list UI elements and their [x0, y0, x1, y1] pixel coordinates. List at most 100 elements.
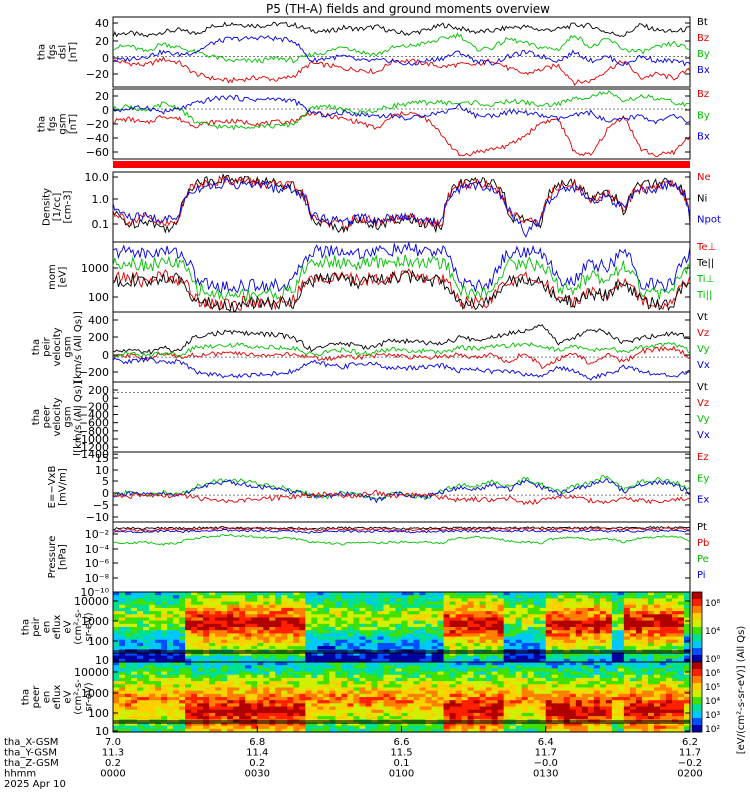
spectrogram-cell — [545, 655, 553, 660]
spectrogram-cell — [431, 665, 439, 669]
spectrogram-cell — [617, 697, 625, 701]
spectrogram-cell — [263, 592, 270, 596]
spectrogram-cell — [149, 611, 156, 615]
spectrogram-cell — [449, 700, 457, 704]
spectrogram-cell — [221, 668, 228, 673]
spectrogram-cell — [617, 681, 625, 685]
spectrogram-cell — [359, 623, 367, 628]
spectrogram-cell — [509, 690, 517, 695]
spectrogram-cell — [245, 604, 252, 609]
spectrogram-cell — [119, 592, 126, 596]
spectrogram-cell — [683, 614, 691, 619]
spectrogram-cell — [605, 652, 613, 657]
spectrogram-cell — [275, 630, 282, 634]
spectrogram-cell — [413, 652, 421, 657]
spectrogram-cell — [131, 601, 138, 606]
spectrogram-cell — [323, 595, 330, 599]
spectrogram-cell — [329, 658, 336, 663]
spectrogram-cell — [233, 728, 240, 733]
spectrogram-cell — [605, 658, 613, 663]
spectrogram-cell — [191, 592, 198, 596]
spectrogram-cell — [449, 674, 457, 679]
spectrogram-cell — [239, 614, 246, 619]
spectrogram-cell — [449, 697, 457, 701]
spectrogram-cell — [341, 677, 349, 682]
spectrogram-cell — [203, 697, 210, 701]
spectrogram-cell — [377, 642, 385, 647]
spectrogram-cell — [401, 709, 409, 714]
spectrogram-cell — [419, 703, 427, 708]
spectrogram-cell — [425, 630, 433, 634]
spectrogram-cell — [659, 662, 667, 666]
spectrogram-cell — [479, 697, 487, 701]
spectrogram-cell — [641, 595, 649, 599]
spectrogram-cell — [329, 614, 336, 619]
spectrogram-cell — [353, 636, 361, 641]
spectrogram-cell — [131, 677, 138, 682]
spectrogram-cell — [563, 687, 571, 692]
spectrogram-cell — [557, 700, 565, 704]
spectrogram-cell — [335, 687, 342, 692]
spectrogram-cell — [131, 598, 138, 603]
spectrogram-cell — [137, 642, 144, 647]
spectrogram-cell — [617, 601, 625, 606]
spectrogram-cell — [281, 614, 288, 619]
spectrogram-cell — [461, 655, 469, 660]
spectrogram-cell — [485, 722, 493, 727]
spectrogram-cell — [125, 614, 132, 619]
spectrogram-cell — [155, 728, 162, 733]
spectrogram-cell — [149, 728, 156, 733]
axis-label: sr-eV) — [84, 612, 95, 641]
spectrogram-cell — [269, 662, 276, 666]
spectrogram-cell — [569, 728, 577, 733]
spectrogram-cell — [125, 697, 132, 701]
spectrogram-cell — [191, 712, 198, 717]
spectrogram-cell — [581, 700, 589, 704]
spectrogram-cell — [599, 712, 607, 717]
spectrogram-cell — [275, 601, 282, 606]
spectrogram-cell — [413, 665, 421, 669]
spectrogram-cell — [215, 668, 222, 673]
spectrogram-cell — [635, 681, 643, 685]
spectrogram-cell — [521, 668, 529, 673]
spectrogram-cell — [443, 674, 451, 679]
spectrogram-cell — [347, 712, 355, 717]
spectrogram-cell — [257, 623, 264, 628]
spectrogram-cell — [533, 662, 541, 666]
spectrogram-cell — [245, 636, 252, 641]
spectrogram-cell — [143, 639, 150, 644]
spectrogram-cell — [623, 607, 631, 612]
spectrogram-cell — [473, 633, 481, 638]
spectrogram-cell — [335, 722, 342, 727]
spectrogram-cell — [539, 592, 547, 596]
spectrogram-cell — [677, 611, 685, 615]
spectrogram-cell — [143, 725, 150, 730]
spectrogram-cell — [335, 703, 342, 708]
spectrogram-cell — [233, 722, 240, 727]
spectrogram-cell — [599, 728, 607, 733]
panel-frame — [112, 451, 691, 523]
spectrogram-cell — [215, 636, 222, 641]
spectrogram-cell — [365, 617, 373, 622]
spectrogram-cell — [545, 636, 553, 641]
spectrogram-cell — [677, 700, 685, 704]
spectrogram-cell — [533, 671, 541, 676]
series-line-Pe — [112, 533, 691, 546]
spectrogram-cell — [269, 607, 276, 612]
spectrogram-cell — [671, 620, 679, 625]
spectrogram-cell — [509, 703, 517, 708]
spectrogram-cell — [209, 614, 216, 619]
spectrogram-cell — [317, 620, 324, 625]
ytick-label: 20 — [95, 90, 109, 103]
spectrogram-cell — [491, 703, 499, 708]
spectrogram-cell — [293, 611, 300, 615]
spectrogram-cell — [473, 706, 481, 711]
spectrogram-cell — [527, 652, 535, 657]
spectrogram-cell — [149, 674, 156, 679]
spectrogram-cell — [527, 722, 535, 727]
axis-label: peir — [31, 616, 42, 636]
spectrogram-cell — [659, 725, 667, 730]
spectrogram-cell — [131, 716, 138, 720]
spectrogram-cell — [551, 630, 559, 634]
spectrogram-cell — [617, 652, 625, 657]
